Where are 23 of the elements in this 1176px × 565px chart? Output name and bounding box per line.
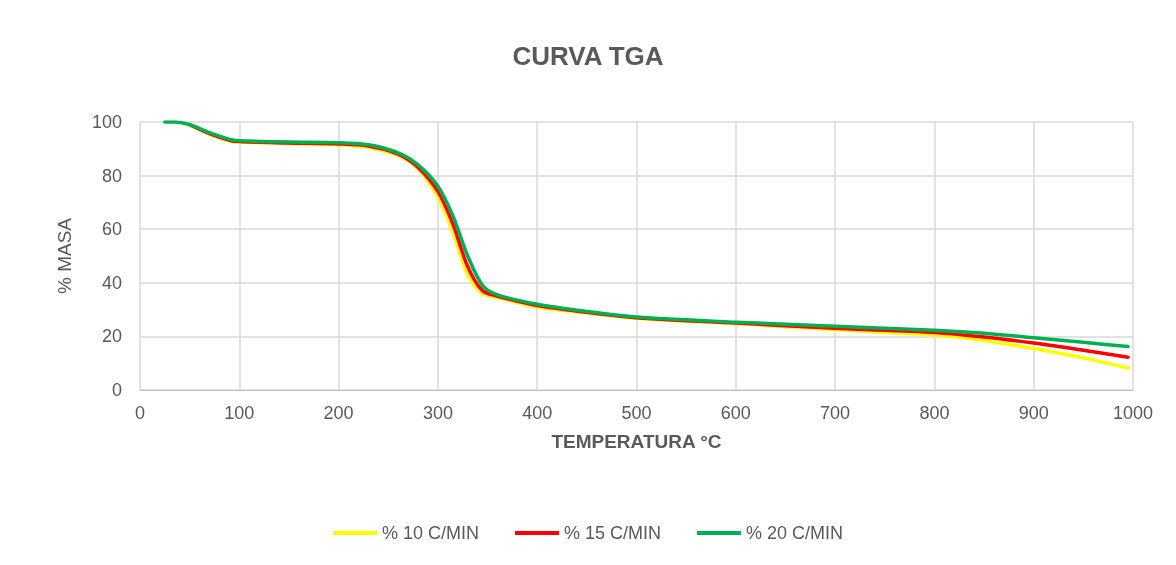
legend-label: % 15 C/MIN	[563, 523, 662, 543]
y-tick-label: 80	[101, 165, 122, 186]
y-axis-title: % MASA	[54, 217, 75, 295]
y-tick-label: 100	[91, 112, 122, 132]
y-tick-label: 20	[101, 326, 122, 347]
x-tick-label: 100	[224, 403, 255, 423]
chart-title: CURVA TGA	[512, 41, 664, 71]
y-tick-label: 0	[111, 380, 122, 400]
x-tick-label: 900	[1018, 403, 1049, 423]
legend-label: % 10 C/MIN	[381, 523, 479, 543]
x-tick-label: 400	[522, 403, 553, 423]
x-tick-label: 700	[820, 403, 851, 423]
legend-label: % 20 C/MIN	[746, 523, 844, 543]
x-tick-label: 300	[422, 403, 453, 423]
x-tick-label: 0	[134, 403, 146, 423]
x-tick-label: 500	[621, 403, 652, 423]
y-tick-label: 40	[101, 272, 122, 293]
x-axis-title: TEMPERATURA °C	[551, 431, 722, 452]
x-tick-label: 600	[720, 403, 751, 423]
x-tick-label: 1000	[1112, 403, 1154, 423]
x-tick-label: 200	[323, 403, 354, 423]
x-tick-label: 800	[919, 403, 950, 423]
y-tick-label: 60	[101, 219, 122, 240]
